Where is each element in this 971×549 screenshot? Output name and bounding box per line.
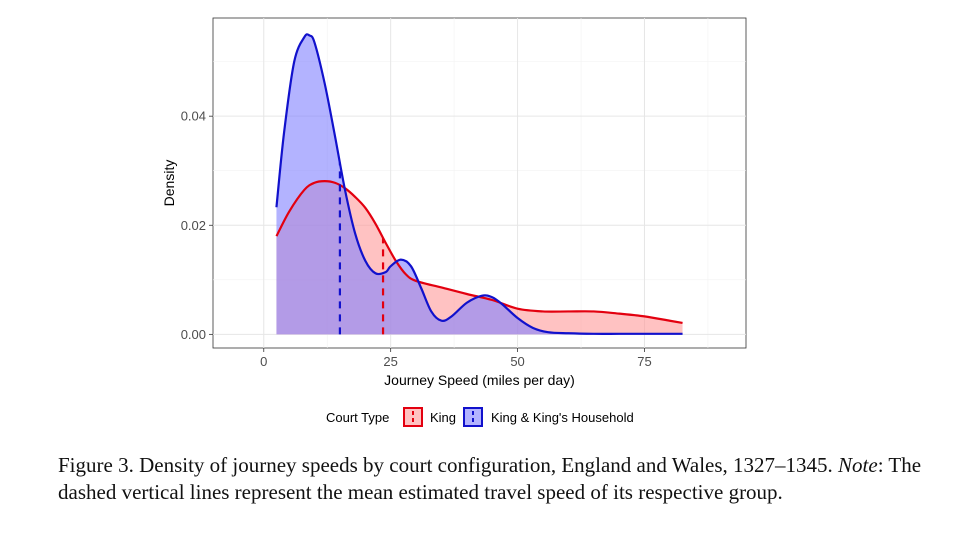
legend-label-king-household: King & King's Household: [491, 410, 634, 425]
legend: Court Type King King & King's Household: [326, 407, 634, 427]
x-axis-title: Journey Speed (miles per day): [384, 372, 575, 388]
legend-key-king-household: [463, 407, 483, 427]
caption-main: Figure 3. Density of journey speeds by c…: [58, 453, 833, 477]
legend-key-king: [403, 407, 423, 427]
density-chart: 0 25 50 75 0.00 0.02 0.04 Journey Speed (miles…: [161, 17, 747, 427]
density-area-1: [276, 34, 683, 335]
y-tick-label: 0.02: [181, 218, 206, 233]
x-tick-label: 0: [260, 354, 267, 369]
x-tick-label: 75: [637, 354, 651, 369]
x-tick-label: 50: [510, 354, 524, 369]
legend-label-king: King: [430, 410, 456, 425]
y-tick-label: 0.00: [181, 327, 206, 342]
y-tick-label: 0.04: [181, 109, 206, 124]
density-areas: [275, 33, 683, 335]
mean-lines: [338, 162, 385, 335]
density-line-1: [275, 33, 683, 335]
legend-swatch-0: [403, 407, 423, 427]
legend-title: Court Type: [326, 410, 389, 425]
y-axis-title: Density: [161, 160, 177, 207]
axes: 0 25 50 75 0.00 0.02 0.04: [181, 109, 652, 369]
density-line-0: [275, 179, 683, 324]
figure-caption: Figure 3. Density of journey speeds by c…: [58, 452, 958, 506]
x-tick-label: 25: [383, 354, 397, 369]
legend-swatch-1: [463, 407, 483, 427]
caption-note-text: : The dashed vertical lines represent th…: [58, 453, 922, 504]
caption-note-label: Note: [838, 453, 878, 477]
